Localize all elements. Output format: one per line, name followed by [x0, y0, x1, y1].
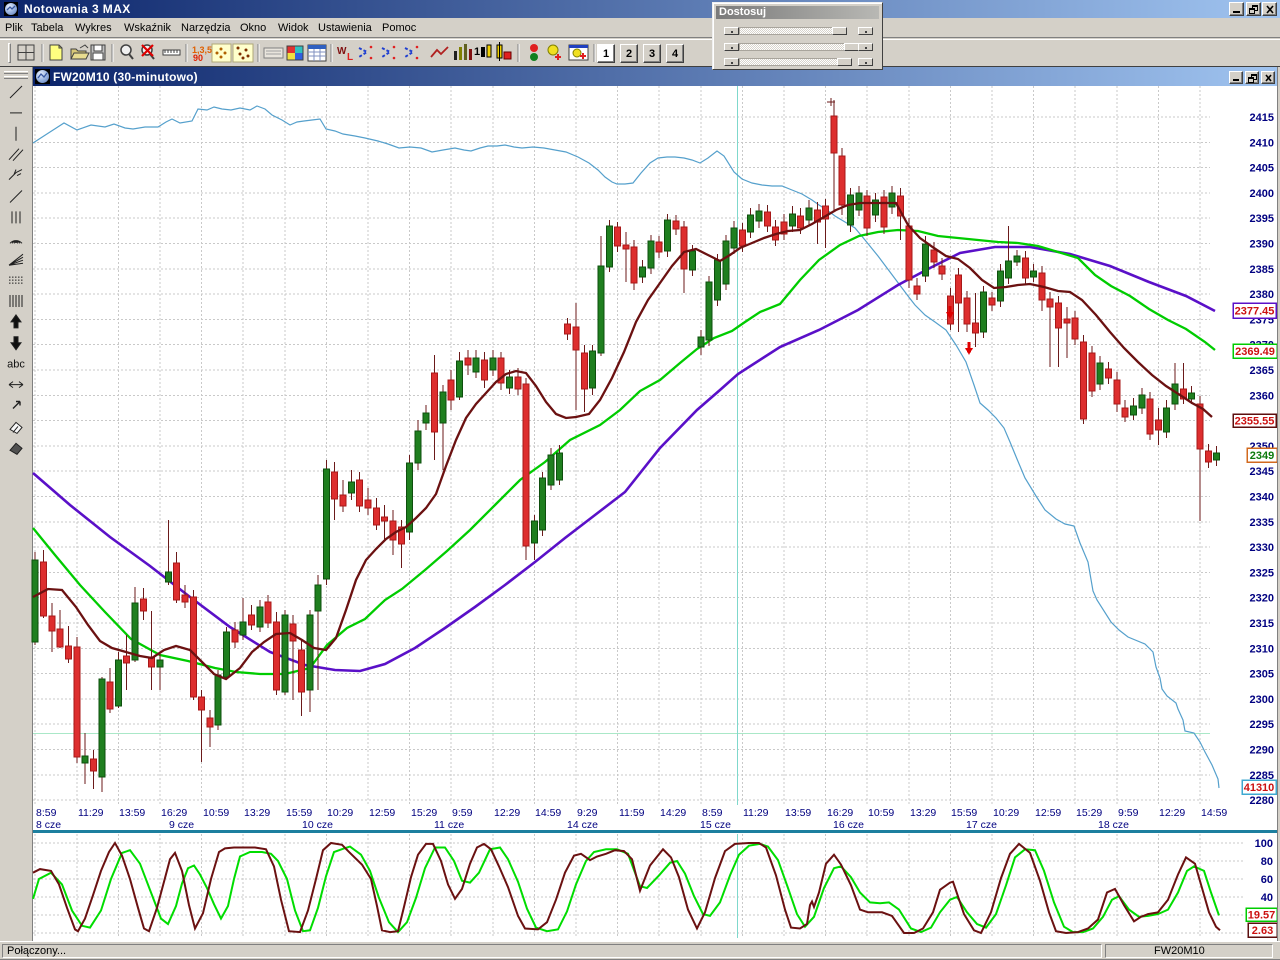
- svg-text:8 cze: 8 cze: [36, 819, 61, 831]
- svg-text:12:29: 12:29: [494, 807, 520, 819]
- svg-text:60: 60: [1261, 874, 1273, 886]
- svg-text:16 cze: 16 cze: [833, 819, 864, 831]
- svg-text:9:59: 9:59: [452, 807, 473, 819]
- svg-text:9:29: 9:29: [577, 807, 598, 819]
- svg-text:8:59: 8:59: [702, 807, 723, 819]
- svg-text:12:29: 12:29: [1159, 807, 1185, 819]
- svg-text:2285: 2285: [1250, 770, 1274, 782]
- svg-text:10:29: 10:29: [993, 807, 1019, 819]
- svg-text:11:29: 11:29: [743, 807, 769, 819]
- svg-text:2320: 2320: [1250, 593, 1274, 605]
- svg-text:12:59: 12:59: [1035, 807, 1061, 819]
- svg-text:2415: 2415: [1250, 112, 1274, 124]
- svg-text:2405: 2405: [1250, 163, 1274, 175]
- svg-text:1,3,5: 1,3,5: [192, 45, 212, 55]
- svg-text:8:59: 8:59: [36, 807, 57, 819]
- svg-text:L: L: [347, 52, 353, 63]
- svg-text:16:29: 16:29: [827, 807, 853, 819]
- svg-text:14:29: 14:29: [660, 807, 686, 819]
- svg-text:15:29: 15:29: [1076, 807, 1102, 819]
- svg-text:abc: abc: [7, 359, 25, 371]
- svg-text:2280: 2280: [1250, 795, 1274, 807]
- svg-text:13:59: 13:59: [119, 807, 145, 819]
- svg-text:14:59: 14:59: [535, 807, 561, 819]
- svg-text:W: W: [337, 46, 347, 57]
- svg-text:40: 40: [1261, 892, 1273, 904]
- svg-text:2330: 2330: [1250, 542, 1274, 554]
- svg-text:11:59: 11:59: [619, 807, 645, 819]
- svg-text:12:59: 12:59: [369, 807, 395, 819]
- svg-text:2385: 2385: [1250, 264, 1274, 276]
- svg-text:10:59: 10:59: [868, 807, 894, 819]
- svg-text:2290: 2290: [1250, 745, 1274, 757]
- svg-text:2325: 2325: [1250, 567, 1274, 579]
- svg-text:2305: 2305: [1250, 669, 1274, 681]
- svg-text:2335: 2335: [1250, 517, 1274, 529]
- svg-text:2395: 2395: [1250, 213, 1274, 225]
- svg-text:19.57: 19.57: [1248, 910, 1276, 922]
- svg-text:2360: 2360: [1250, 390, 1274, 402]
- svg-text:13:29: 13:29: [244, 807, 270, 819]
- svg-text:9:59: 9:59: [1118, 807, 1139, 819]
- svg-text:2300: 2300: [1250, 694, 1274, 706]
- svg-text:2410: 2410: [1250, 137, 1274, 149]
- svg-text:100: 100: [1255, 838, 1273, 850]
- svg-text:15:59: 15:59: [286, 807, 312, 819]
- svg-text:2315: 2315: [1250, 618, 1274, 630]
- svg-text:2345: 2345: [1250, 466, 1274, 478]
- svg-text:13:29: 13:29: [910, 807, 936, 819]
- svg-text:14 cze: 14 cze: [567, 819, 598, 831]
- svg-text:90: 90: [193, 53, 203, 63]
- svg-text:2390: 2390: [1250, 239, 1274, 251]
- svg-text:13:59: 13:59: [785, 807, 811, 819]
- svg-text:17 cze: 17 cze: [966, 819, 997, 831]
- svg-text:15 cze: 15 cze: [700, 819, 731, 831]
- svg-text:2369.49: 2369.49: [1235, 346, 1275, 358]
- svg-text:14:59: 14:59: [1201, 807, 1227, 819]
- svg-text:2380: 2380: [1250, 289, 1274, 301]
- svg-text:2295: 2295: [1250, 719, 1274, 731]
- svg-text:10:29: 10:29: [327, 807, 353, 819]
- svg-text:10 cze: 10 cze: [302, 819, 333, 831]
- svg-text:18 cze: 18 cze: [1098, 819, 1129, 831]
- svg-text:80: 80: [1261, 856, 1273, 868]
- svg-text:2400: 2400: [1250, 188, 1274, 200]
- svg-text:9 cze: 9 cze: [169, 819, 194, 831]
- svg-text:2349: 2349: [1250, 450, 1274, 462]
- svg-text:11:29: 11:29: [78, 807, 104, 819]
- svg-text:15:29: 15:29: [411, 807, 437, 819]
- svg-text:1: 1: [474, 46, 480, 58]
- svg-text:2355.55: 2355.55: [1235, 416, 1275, 428]
- svg-text:41310: 41310: [1244, 782, 1275, 794]
- svg-text:16:29: 16:29: [161, 807, 187, 819]
- svg-text:2310: 2310: [1250, 643, 1274, 655]
- svg-text:2377.45: 2377.45: [1235, 306, 1275, 318]
- svg-text:2365: 2365: [1250, 365, 1274, 377]
- svg-text:11 cze: 11 cze: [434, 819, 464, 831]
- svg-text:2.63: 2.63: [1252, 925, 1273, 937]
- svg-text:10:59: 10:59: [203, 807, 229, 819]
- svg-text:15:59: 15:59: [951, 807, 977, 819]
- svg-text:2340: 2340: [1250, 492, 1274, 504]
